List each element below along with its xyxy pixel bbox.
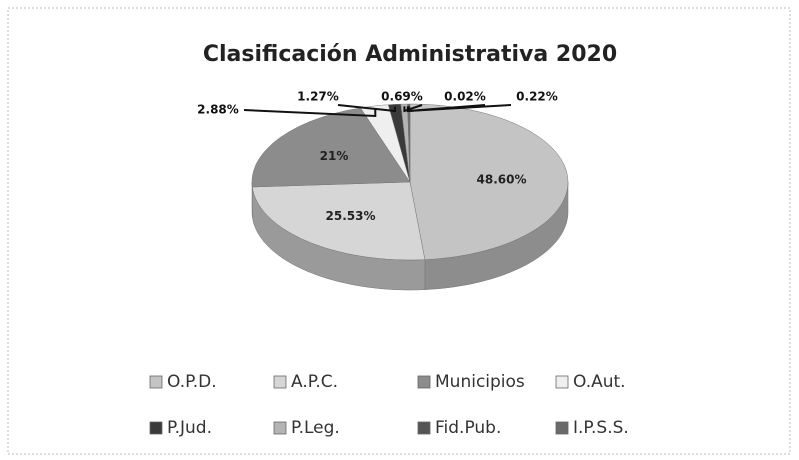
data-label: 0.02% bbox=[444, 90, 486, 104]
leader-line bbox=[406, 104, 486, 113]
legend-label: O.P.D. bbox=[167, 372, 217, 392]
slice bbox=[400, 103, 411, 183]
data-label: 2.88% bbox=[197, 103, 239, 117]
slice bbox=[387, 103, 411, 183]
data-label: 21% bbox=[320, 149, 349, 163]
legend-swatch bbox=[555, 421, 569, 435]
legend-swatch bbox=[149, 375, 163, 389]
data-label: 0.69% bbox=[381, 90, 423, 104]
legend-label: P.Leg. bbox=[291, 418, 340, 438]
data-label: 48.60% bbox=[477, 172, 527, 186]
legend-label: P.Jud. bbox=[167, 418, 212, 438]
legend-swatch bbox=[555, 375, 569, 389]
data-label: 0.22% bbox=[516, 90, 558, 104]
legend-label: I.P.S.S. bbox=[573, 418, 629, 438]
data-label: 1.27% bbox=[297, 90, 339, 104]
chart-title: Clasificación Administrativa 2020 bbox=[203, 42, 617, 67]
legend-swatch bbox=[417, 375, 431, 389]
legend-swatch bbox=[273, 375, 287, 389]
leader-line bbox=[403, 104, 423, 113]
legend-swatch bbox=[417, 421, 431, 435]
legend-swatch bbox=[273, 421, 287, 435]
slice bbox=[407, 103, 411, 183]
slice bbox=[251, 181, 426, 261]
legend-label: O.Aut. bbox=[573, 372, 626, 392]
legend-swatch bbox=[149, 421, 163, 435]
legend-label: A.P.C. bbox=[291, 372, 338, 392]
leader-line bbox=[337, 104, 396, 113]
data-label: 25.53% bbox=[326, 209, 376, 223]
leader-line bbox=[407, 104, 512, 113]
legend-label: Fid.Pub. bbox=[435, 418, 501, 438]
leader-line bbox=[243, 108, 377, 118]
slice bbox=[409, 103, 569, 260]
legend-label: Municipios bbox=[435, 372, 525, 392]
